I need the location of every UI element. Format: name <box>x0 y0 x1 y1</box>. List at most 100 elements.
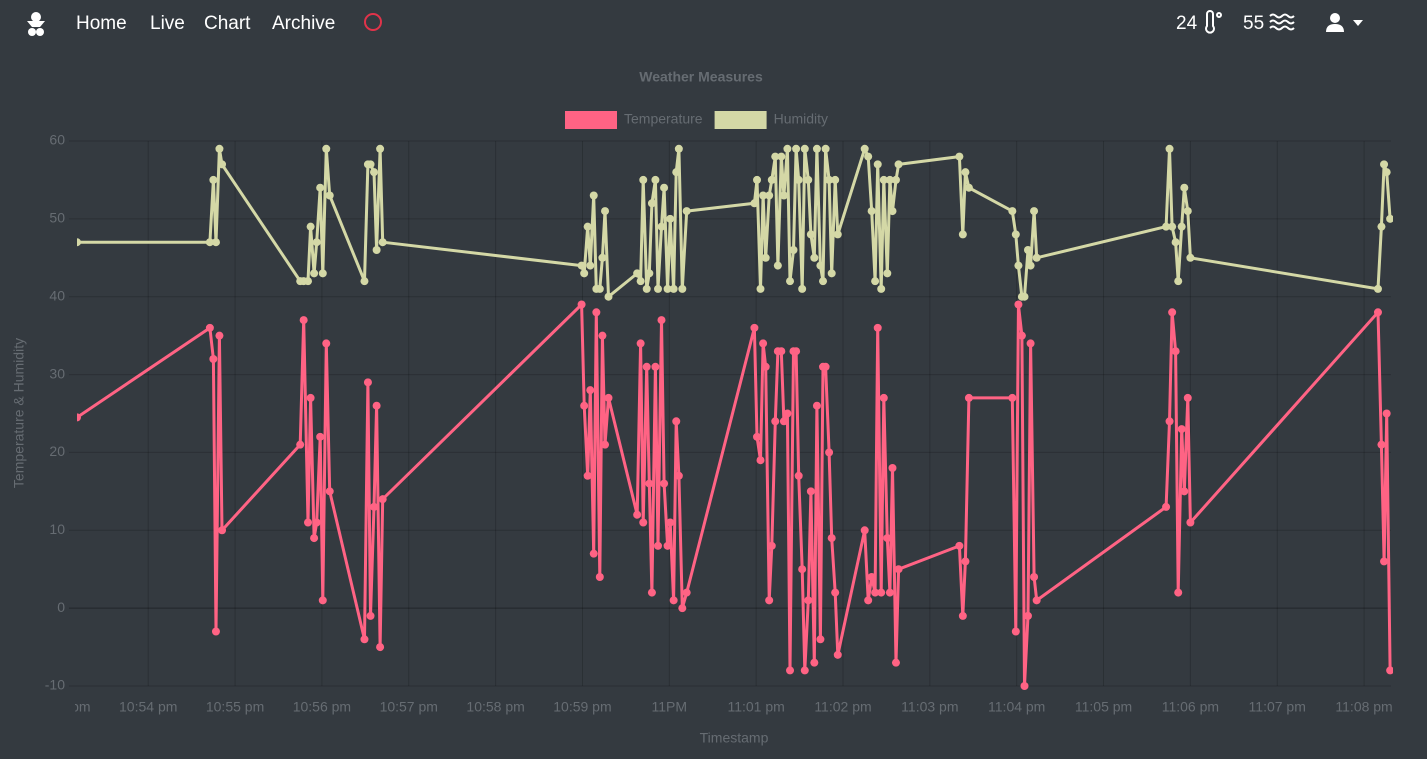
nav-link[interactable]: Archive <box>272 13 335 34</box>
data-point <box>756 456 765 465</box>
data-point <box>1023 246 1032 254</box>
data-point <box>777 152 786 161</box>
data-point <box>211 627 220 636</box>
data-point <box>958 230 967 239</box>
nav-link[interactable]: Live <box>150 13 185 34</box>
data-point <box>783 144 792 153</box>
data-point <box>1026 261 1035 270</box>
data-point <box>316 183 325 192</box>
data-point <box>1165 144 1174 153</box>
user-menu[interactable] <box>1326 13 1363 32</box>
data-point <box>678 604 687 613</box>
data-point <box>777 347 786 356</box>
data-point <box>1377 222 1386 231</box>
x-axis-label: Timestamp <box>700 730 769 746</box>
data-point <box>759 191 768 200</box>
data-point <box>1180 487 1189 496</box>
data-point <box>1011 627 1020 636</box>
data-point <box>1032 253 1041 262</box>
data-point <box>798 565 807 574</box>
data-point <box>639 175 648 184</box>
data-point <box>310 269 319 278</box>
data-point <box>304 518 313 527</box>
data-point <box>604 393 613 402</box>
data-point <box>372 246 381 254</box>
data-point <box>651 175 660 184</box>
data-point <box>672 417 681 426</box>
y-tick-label: 60 <box>49 132 65 148</box>
data-point <box>1174 277 1183 286</box>
data-point <box>666 518 675 527</box>
data-point <box>366 611 375 620</box>
data-point <box>669 284 678 293</box>
data-point <box>894 160 903 169</box>
data-point <box>372 401 381 410</box>
nav-link[interactable]: Home <box>76 13 127 34</box>
data-point <box>864 152 873 161</box>
data-point <box>583 471 592 480</box>
data-point <box>765 191 774 200</box>
data-point <box>1373 308 1382 317</box>
x-tick-label: 11:05 pm <box>1075 699 1132 715</box>
data-point <box>750 199 759 208</box>
nav-link[interactable]: Chart <box>204 13 251 34</box>
data-point <box>310 534 319 543</box>
data-point <box>1186 518 1195 527</box>
data-point <box>789 246 798 254</box>
x-tick-label: 10:54 pm <box>119 699 177 715</box>
data-point <box>765 596 774 605</box>
x-tick-label: 10:58 pm <box>466 699 524 715</box>
x-tick-label: 11:01 pm <box>727 699 784 715</box>
humidity-reading: 55 <box>1243 13 1264 34</box>
data-point <box>1020 292 1029 301</box>
data-point <box>657 316 666 325</box>
data-point <box>586 386 595 395</box>
data-point <box>1386 666 1393 675</box>
data-point <box>360 635 369 644</box>
data-point <box>299 316 308 325</box>
data-point <box>1011 230 1020 239</box>
data-point <box>806 487 815 496</box>
data-point <box>1008 207 1017 216</box>
data-point <box>831 175 840 184</box>
data-point <box>873 323 882 332</box>
data-point <box>1382 168 1391 177</box>
data-point <box>825 448 834 457</box>
data-point <box>786 277 795 286</box>
y-tick-label: -10 <box>45 677 65 693</box>
data-point <box>1380 557 1389 566</box>
data-point <box>370 168 379 177</box>
data-point <box>296 440 305 449</box>
data-point <box>753 175 762 184</box>
data-point <box>827 534 836 543</box>
x-tick-label: 11:04 pm <box>988 699 1045 715</box>
data-point <box>322 144 331 153</box>
data-point <box>767 541 776 550</box>
data-point <box>366 160 375 169</box>
data-point <box>682 588 691 597</box>
data-point <box>961 168 970 177</box>
data-point <box>767 175 776 184</box>
data-point <box>891 658 900 667</box>
data-point <box>783 409 792 418</box>
data-point <box>792 347 801 356</box>
data-point <box>577 300 586 309</box>
data-point <box>633 269 642 278</box>
data-point <box>1014 261 1023 270</box>
y-tick-label: 20 <box>49 443 65 459</box>
x-tick-label: 11PM <box>652 699 688 715</box>
data-point <box>1017 331 1026 340</box>
data-point <box>580 269 589 278</box>
data-point <box>205 323 214 332</box>
data-point <box>955 541 964 550</box>
data-point <box>1165 417 1174 426</box>
temperature-reading: 24 <box>1176 13 1198 34</box>
data-point <box>1177 222 1186 231</box>
data-point <box>806 230 815 239</box>
data-point <box>647 588 656 597</box>
data-point <box>580 401 589 410</box>
data-point <box>883 269 892 278</box>
data-point <box>669 596 678 605</box>
brand-icon[interactable] <box>27 12 45 36</box>
